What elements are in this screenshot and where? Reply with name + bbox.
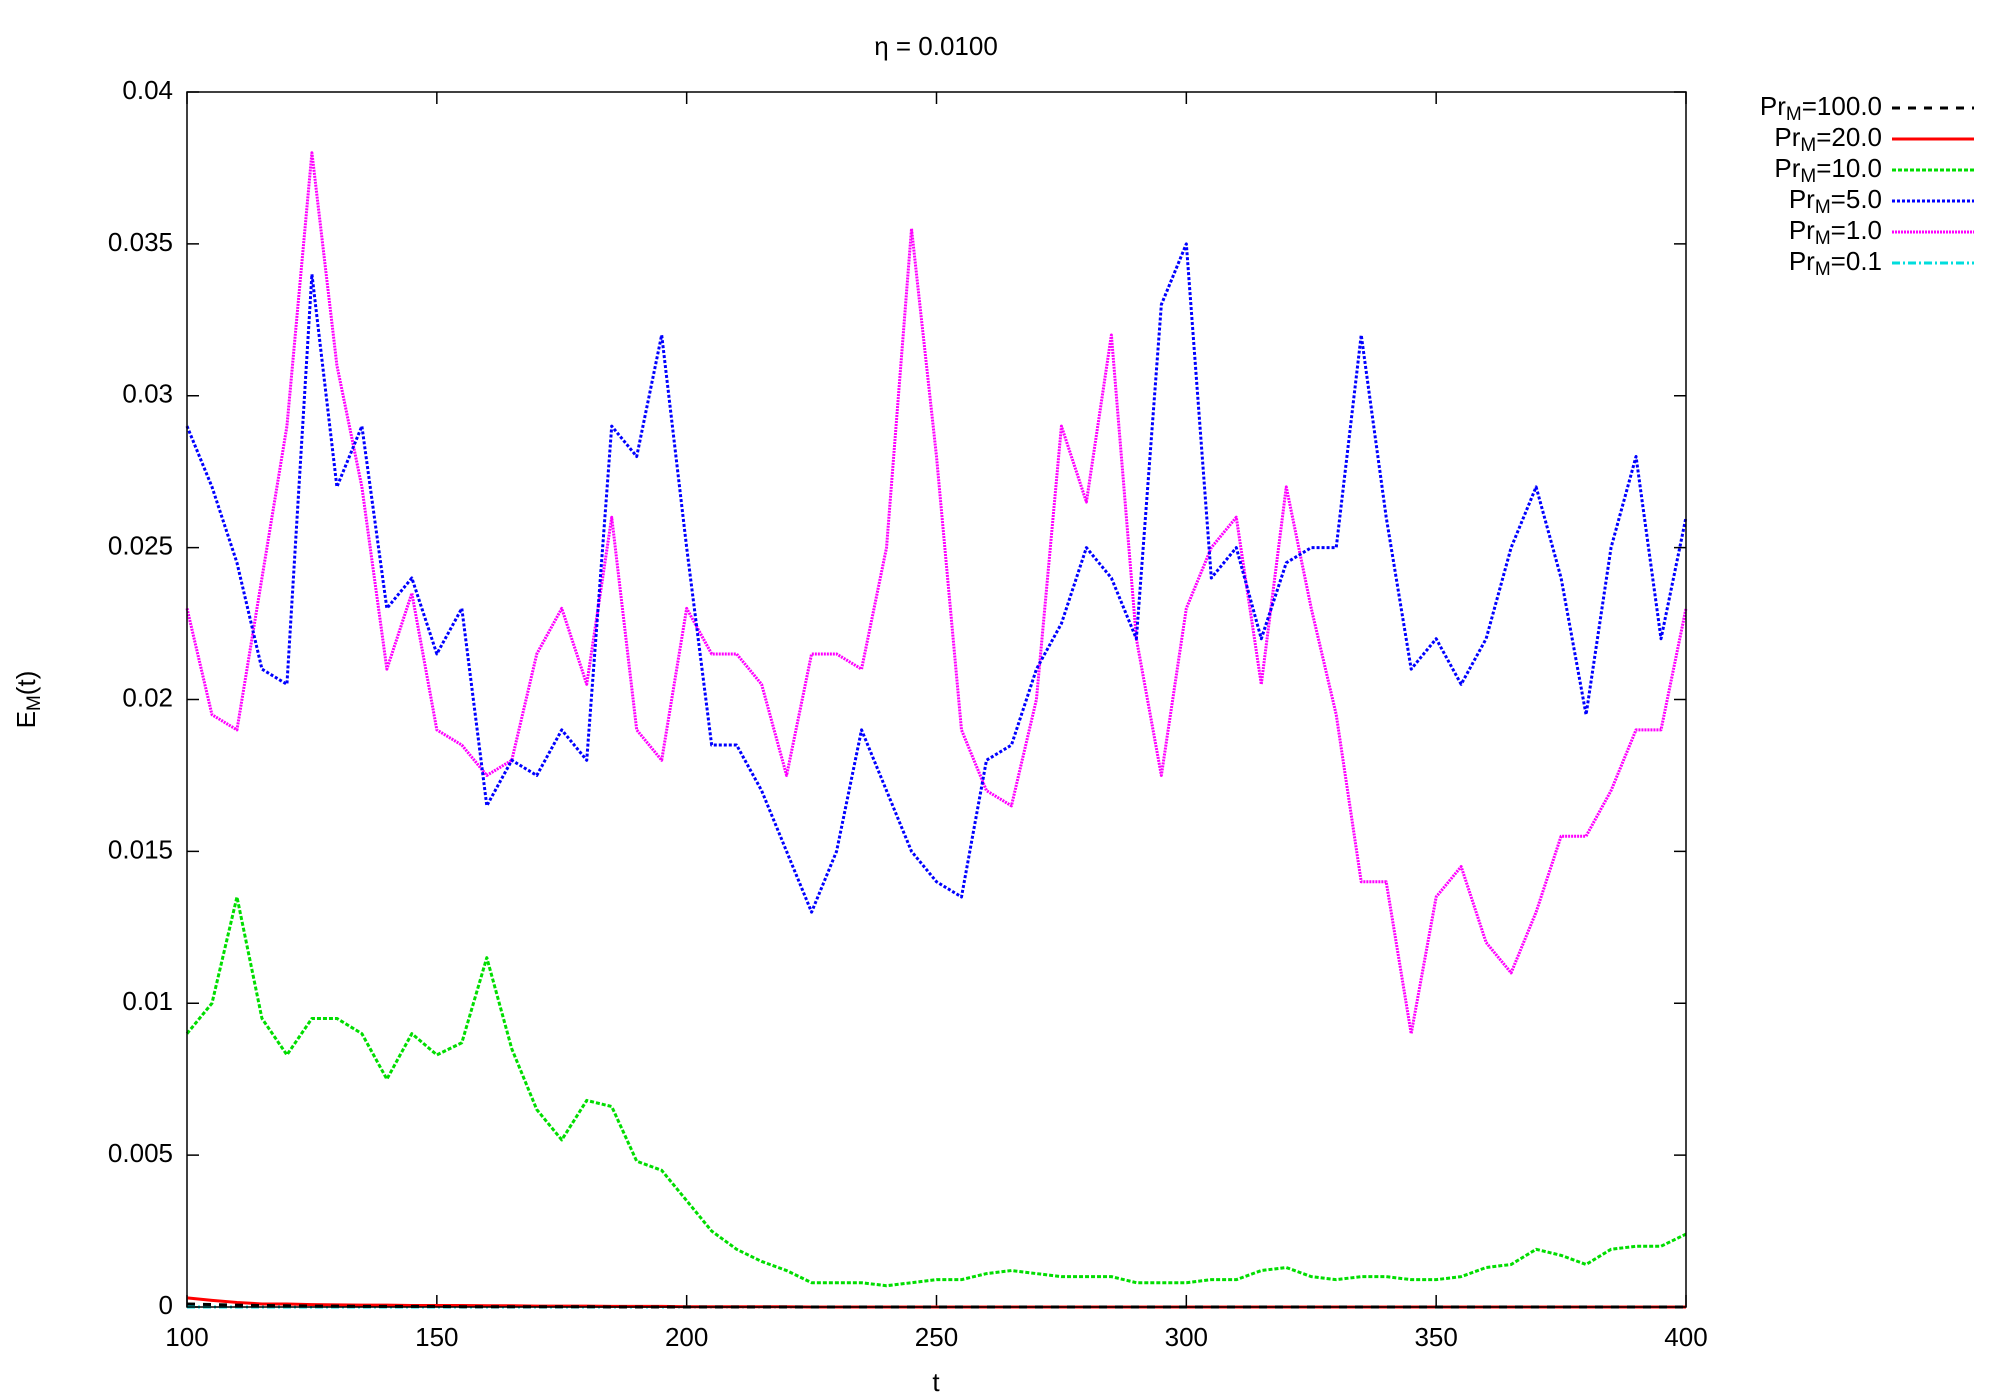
- x-tick-label: 300: [1165, 1322, 1208, 1352]
- y-tick-label: 0.005: [108, 1138, 173, 1168]
- x-tick-label: 200: [665, 1322, 708, 1352]
- y-tick-label: 0: [159, 1290, 173, 1320]
- legend-label: PrM=5.0: [1789, 184, 1882, 218]
- x-axis-label: t: [932, 1367, 940, 1397]
- x-tick-label: 350: [1414, 1322, 1457, 1352]
- legend-label: PrM=20.0: [1774, 122, 1882, 156]
- series-line: [185, 151, 1688, 1036]
- legend-label: PrM=0.1: [1789, 246, 1882, 280]
- series-line: [185, 242, 1688, 914]
- y-tick-label: 0.015: [108, 834, 173, 864]
- y-axis-label: EM(t): [11, 671, 45, 729]
- legend-label: PrM=10.0: [1774, 153, 1882, 187]
- x-tick-label: 250: [915, 1322, 958, 1352]
- y-tick-label: 0.04: [122, 75, 173, 105]
- x-tick-label: 150: [415, 1322, 458, 1352]
- y-tick-label: 0.02: [122, 682, 173, 712]
- chart-title: η = 0.0100: [874, 31, 998, 61]
- legend-label: PrM=1.0: [1789, 215, 1882, 249]
- legend-label: PrM=100.0: [1760, 91, 1882, 125]
- series-line: [185, 895, 1687, 1288]
- x-tick-label: 400: [1664, 1322, 1707, 1352]
- y-tick-label: 0.03: [122, 379, 173, 409]
- plot-frame: [186, 91, 1687, 1308]
- x-tick-label: 100: [165, 1322, 208, 1352]
- y-tick-label: 0.01: [122, 986, 173, 1016]
- y-tick-label: 0.035: [108, 227, 173, 257]
- y-tick-label: 0.025: [108, 531, 173, 561]
